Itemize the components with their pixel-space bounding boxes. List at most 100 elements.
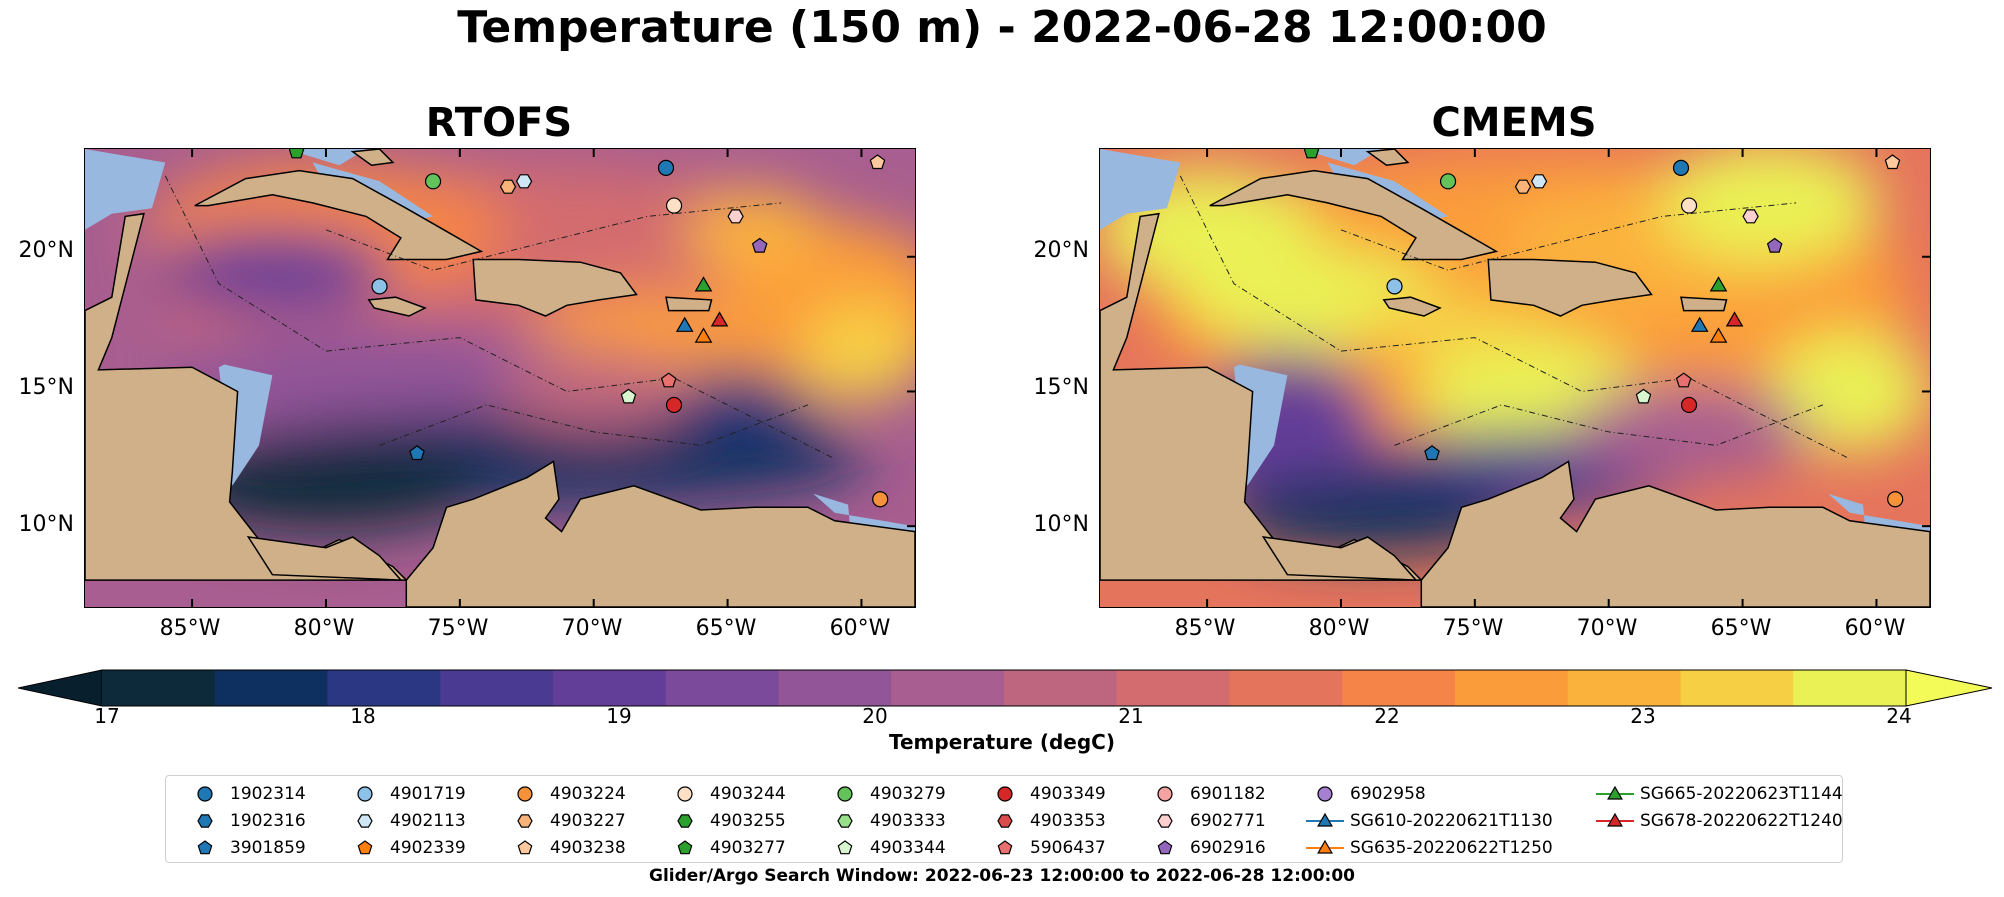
colorbar [18,669,1993,707]
legend-hexagon-icon [677,814,693,828]
legend-item-label: 4902113 [390,811,466,831]
colorbar-segment [1567,670,1681,706]
float-marker [1680,197,1698,214]
float-marker [1424,445,1440,461]
float-marker [499,179,517,194]
land-mass [1680,296,1728,312]
float-marker [1709,276,1728,292]
legend-marker-icon [197,840,213,855]
float-marker [1742,209,1759,224]
legend-item-label: 1902314 [230,784,306,804]
shelf-region [285,149,367,166]
land-mass [350,149,395,166]
legend-hexagon-icon [837,814,853,828]
eez-boundary [325,202,782,271]
legend-triangle-icon [1607,812,1623,827]
legend-marker-icon [837,786,853,802]
eez-boundary [1340,202,1797,271]
legend-pentagon-icon [1157,840,1173,855]
legend-marker-icon [1317,786,1333,802]
float-marker [371,278,388,295]
legend-item-label: 4903349 [1030,784,1106,804]
colorbar-tick-19: 19 [606,704,632,728]
land-mass [1382,296,1442,317]
legend-marker-icon [357,786,373,802]
float-marker [1690,316,1709,332]
lon-label-75w-right: 75°W [1442,616,1504,641]
legend-item-label: 6902916 [1190,838,1266,858]
legend-item-label: 4903227 [550,811,626,831]
land-mass [1365,149,1410,166]
legend-pentagon-icon [197,840,213,855]
legend-marker-icon [997,786,1013,802]
float-marker [424,173,442,190]
legend-circle-icon [997,786,1013,802]
legend-item-label: 4903224 [550,784,626,804]
legend-item-label: 4903353 [1030,811,1106,831]
float-marker [872,491,889,508]
colorbar-segment [553,670,667,706]
legend-circle-icon [357,786,373,802]
float-marker [288,149,305,159]
legend-marker-icon [517,786,533,802]
float-marker [1884,154,1901,170]
colorbar-segment [891,670,1005,706]
legend-marker-icon [997,814,1013,828]
float-marker [694,276,713,292]
legend-item-label: SG678-20220622T1240 [1640,811,1843,831]
legend-hexagon-icon [997,814,1013,828]
panel-title-rtofs: RTOFS [425,100,573,146]
land-mass [246,536,403,581]
legend-pentagon-icon [837,840,853,855]
legend-circle-icon [677,786,693,802]
legend-marker-icon [1306,839,1344,854]
legend-circle-icon [1317,786,1333,802]
float-marker [409,445,425,461]
legend-item-label: 6902958 [1350,784,1426,804]
legend-marker-icon [677,814,693,828]
lat-label-10n-right: 10°N [1033,512,1089,537]
lat-label-10n-left: 10°N [18,512,74,537]
legend-marker-icon [1306,812,1344,827]
land-mass [367,296,427,317]
colorbar-segment [665,670,779,706]
colorbar-segment [1342,670,1456,706]
lon-label-75w-left: 75°W [427,616,489,641]
lon-label-80w-right: 80°W [1308,616,1370,641]
colorbar-tick-17: 17 [94,704,120,728]
legend-marker-icon [197,814,213,828]
colorbar-segment [1004,670,1118,706]
land-mass [85,212,409,581]
map-panel-rtofs[interactable] [84,148,916,608]
legend-marker-icon [197,786,213,802]
float-marker [751,237,768,253]
colorbar-segment [778,670,892,706]
legend-triangle-icon [1607,785,1623,800]
legend-circle-icon [1157,786,1173,802]
legend-item-label: 4903277 [710,838,786,858]
figure-title: Temperature (150 m) - 2022-06-28 12:00:0… [457,2,1547,53]
land-mass [405,460,915,607]
legend-marker-icon [837,814,853,828]
lon-label-85w-right: 85°W [1174,616,1236,641]
float-marker [1887,491,1904,508]
colorbar-segment [440,670,554,706]
shelf-region [1100,149,1181,230]
legend-marker-icon [677,786,693,802]
legend-hexagon-icon [1157,814,1173,828]
legend-pentagon-icon [357,840,373,855]
legend-triangle-icon [1317,812,1333,827]
land-mass [1100,212,1424,581]
legend-marker-icon [997,840,1013,855]
colorbar-segment [214,670,328,706]
colorbar-tick-22: 22 [1374,704,1400,728]
land-mass [665,296,713,312]
colorbar-tick-18: 18 [350,704,376,728]
map-panel-cmems[interactable] [1099,148,1931,608]
legend-item-label: 4903279 [870,784,946,804]
legend-item-label: SG665-20220623T1144 [1640,784,1843,804]
legend-marker-icon [517,840,533,855]
lon-label-65w-left: 65°W [695,616,757,641]
lon-label-70w-left: 70°W [561,616,623,641]
legend-pentagon-icon [517,840,533,855]
